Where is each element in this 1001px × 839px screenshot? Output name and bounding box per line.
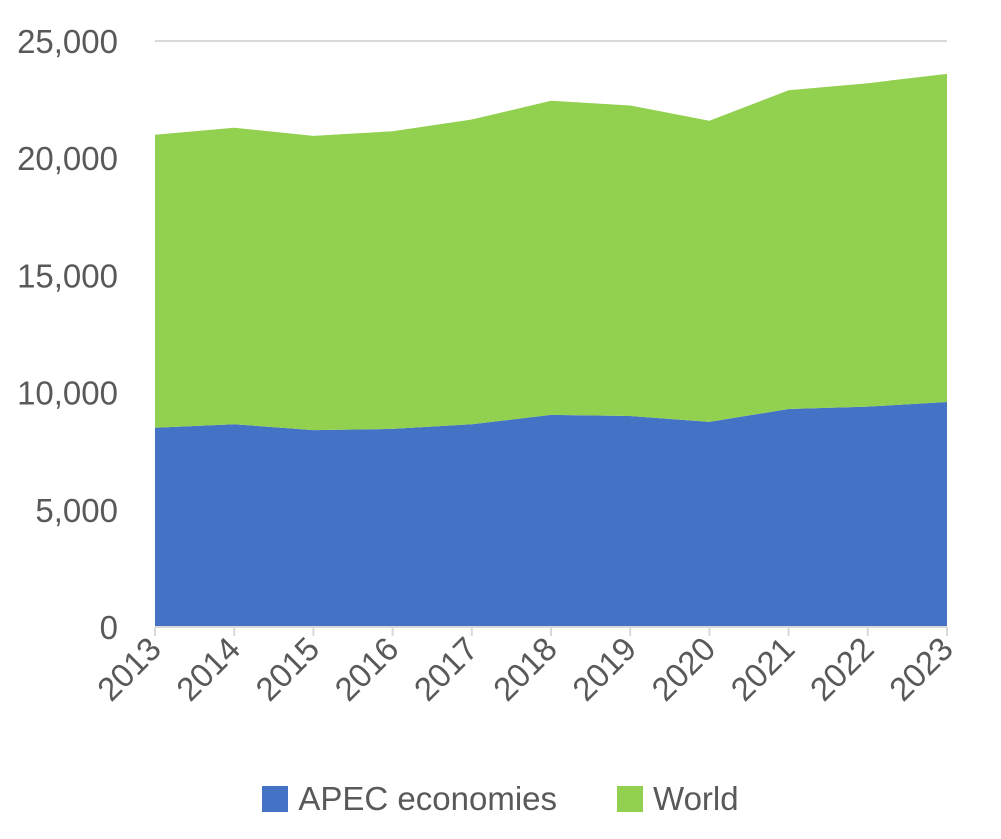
y-axis: 0 5,000 10,000 15,000 20,000 25,000 <box>17 23 118 646</box>
x-tick-label: 2020 <box>644 630 722 708</box>
legend-item-world: World <box>617 780 739 818</box>
x-tick-label: 2021 <box>723 630 801 708</box>
y-tick-label: 20,000 <box>17 140 118 177</box>
x-tick-label: 2014 <box>169 630 247 708</box>
x-tick-label: 2023 <box>882 630 960 708</box>
legend-swatch-apec <box>262 786 289 812</box>
area-series-apec <box>155 401 947 627</box>
legend-swatch-world <box>617 786 644 812</box>
legend-label-world: World <box>653 780 739 817</box>
y-tick-label: 5,000 <box>35 492 118 529</box>
y-tick-label: 25,000 <box>17 23 118 60</box>
x-tick-label: 2018 <box>486 630 564 708</box>
y-tick-label: 10,000 <box>17 375 118 412</box>
legend-item-apec: APEC economies <box>262 780 557 818</box>
area-series-world <box>155 73 947 431</box>
x-tick-label: 2022 <box>803 630 881 708</box>
x-tick-label: 2015 <box>248 630 326 708</box>
area-series <box>155 73 947 627</box>
legend-label-apec: APEC economies <box>298 780 558 817</box>
x-tick-label: 2017 <box>407 630 485 708</box>
y-tick-label: 0 <box>100 609 118 646</box>
x-tick-label: 2019 <box>565 630 643 708</box>
legend: APEC economies World <box>0 780 1001 818</box>
x-tick-label: 2016 <box>327 630 405 708</box>
x-axis: 2013 2014 2015 2016 2017 2018 2019 2020 2021 2022… <box>90 626 960 708</box>
y-tick-label: 15,000 <box>17 257 118 294</box>
stacked-area-chart: 2013 2014 2015 2016 2017 2018 2019 2020 2021 2022… <box>17 23 960 708</box>
